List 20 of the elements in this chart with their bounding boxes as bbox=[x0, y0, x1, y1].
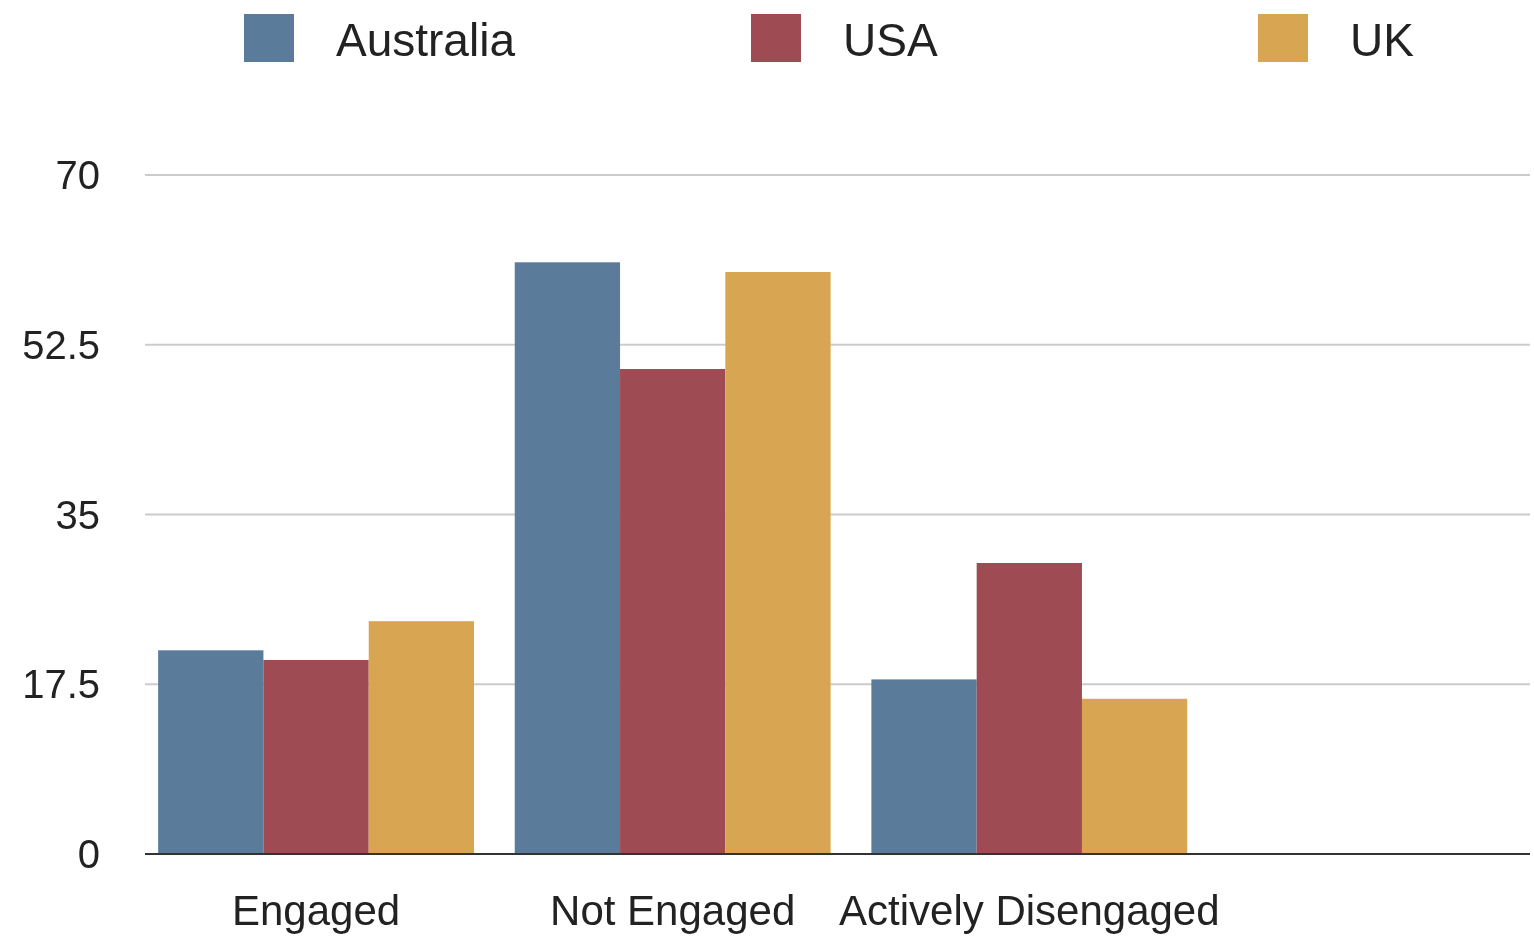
bar bbox=[976, 563, 1082, 854]
bar bbox=[725, 272, 831, 854]
bar bbox=[368, 621, 474, 854]
y-tick-label: 52.5 bbox=[22, 322, 100, 367]
x-tick-label: Actively Disengaged bbox=[839, 886, 1220, 934]
x-tick-label: Engaged bbox=[231, 886, 401, 934]
legend-label: Australia bbox=[336, 14, 516, 67]
bar bbox=[263, 660, 369, 854]
y-tick-label: 0 bbox=[77, 832, 100, 876]
bar bbox=[871, 679, 977, 854]
bar bbox=[514, 262, 621, 854]
y-tick-label: 17.5 bbox=[22, 662, 100, 707]
y-tick-label: 35 bbox=[55, 492, 100, 537]
legend-label: UK bbox=[1350, 14, 1415, 67]
legend-label: USA bbox=[843, 14, 938, 67]
x-tick-label: Not Engaged bbox=[550, 886, 796, 934]
bar bbox=[158, 650, 264, 854]
bar bbox=[1081, 698, 1188, 854]
y-tick-label: 70 bbox=[55, 153, 100, 197]
bar bbox=[620, 369, 726, 854]
